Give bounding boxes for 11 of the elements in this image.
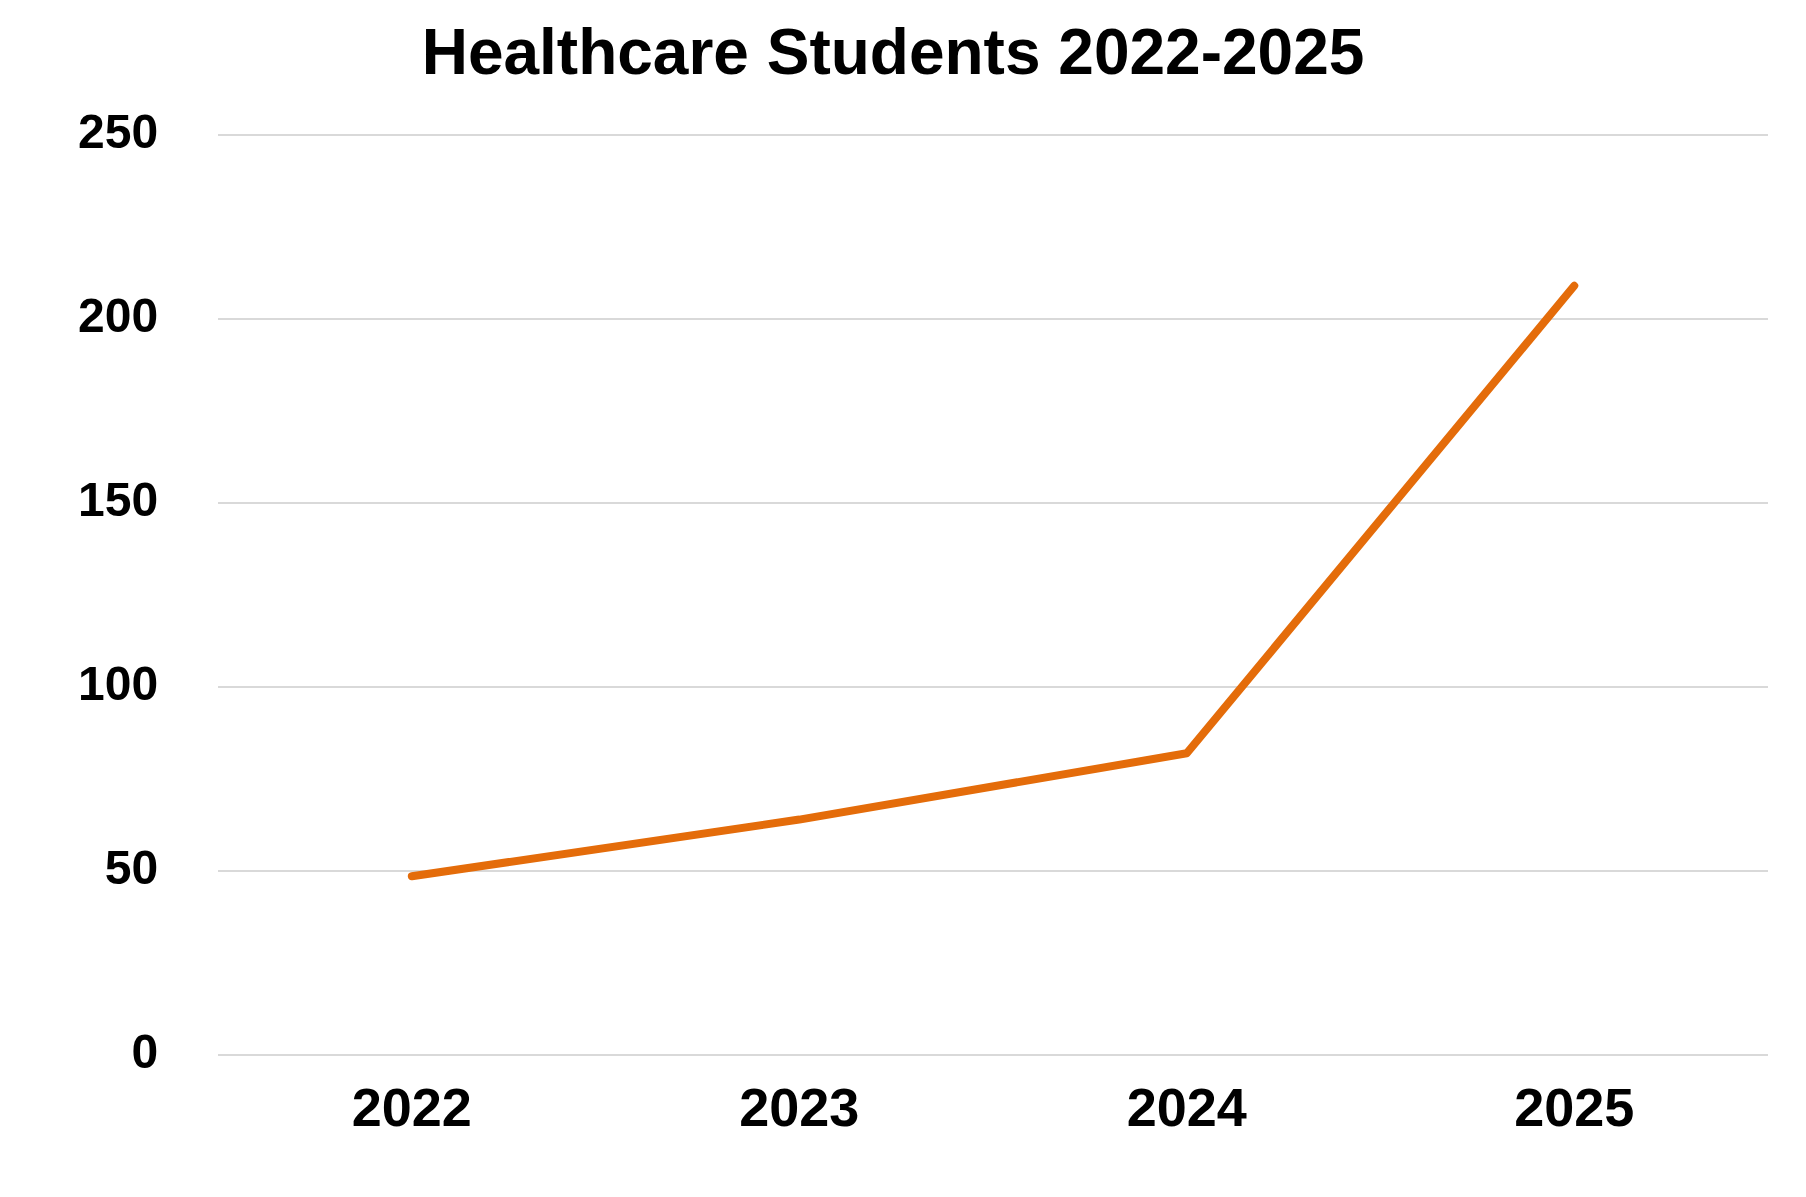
x-tick-label: 2023 xyxy=(739,1077,860,1138)
chart-title: Healthcare Students 2022-2025 xyxy=(421,16,1365,89)
y-tick-label: 250 xyxy=(77,105,159,159)
y-tick-label: 100 xyxy=(77,657,159,711)
x-tick-label: 2025 xyxy=(1514,1077,1635,1138)
x-tick-label: 2022 xyxy=(351,1077,472,1138)
y-tick-label: 50 xyxy=(104,841,159,895)
x-tick-label: 2024 xyxy=(1126,1077,1247,1138)
y-tick-label: 0 xyxy=(131,1025,159,1079)
y-tick-label: 200 xyxy=(77,289,159,343)
y-tick-label: 150 xyxy=(77,473,159,527)
